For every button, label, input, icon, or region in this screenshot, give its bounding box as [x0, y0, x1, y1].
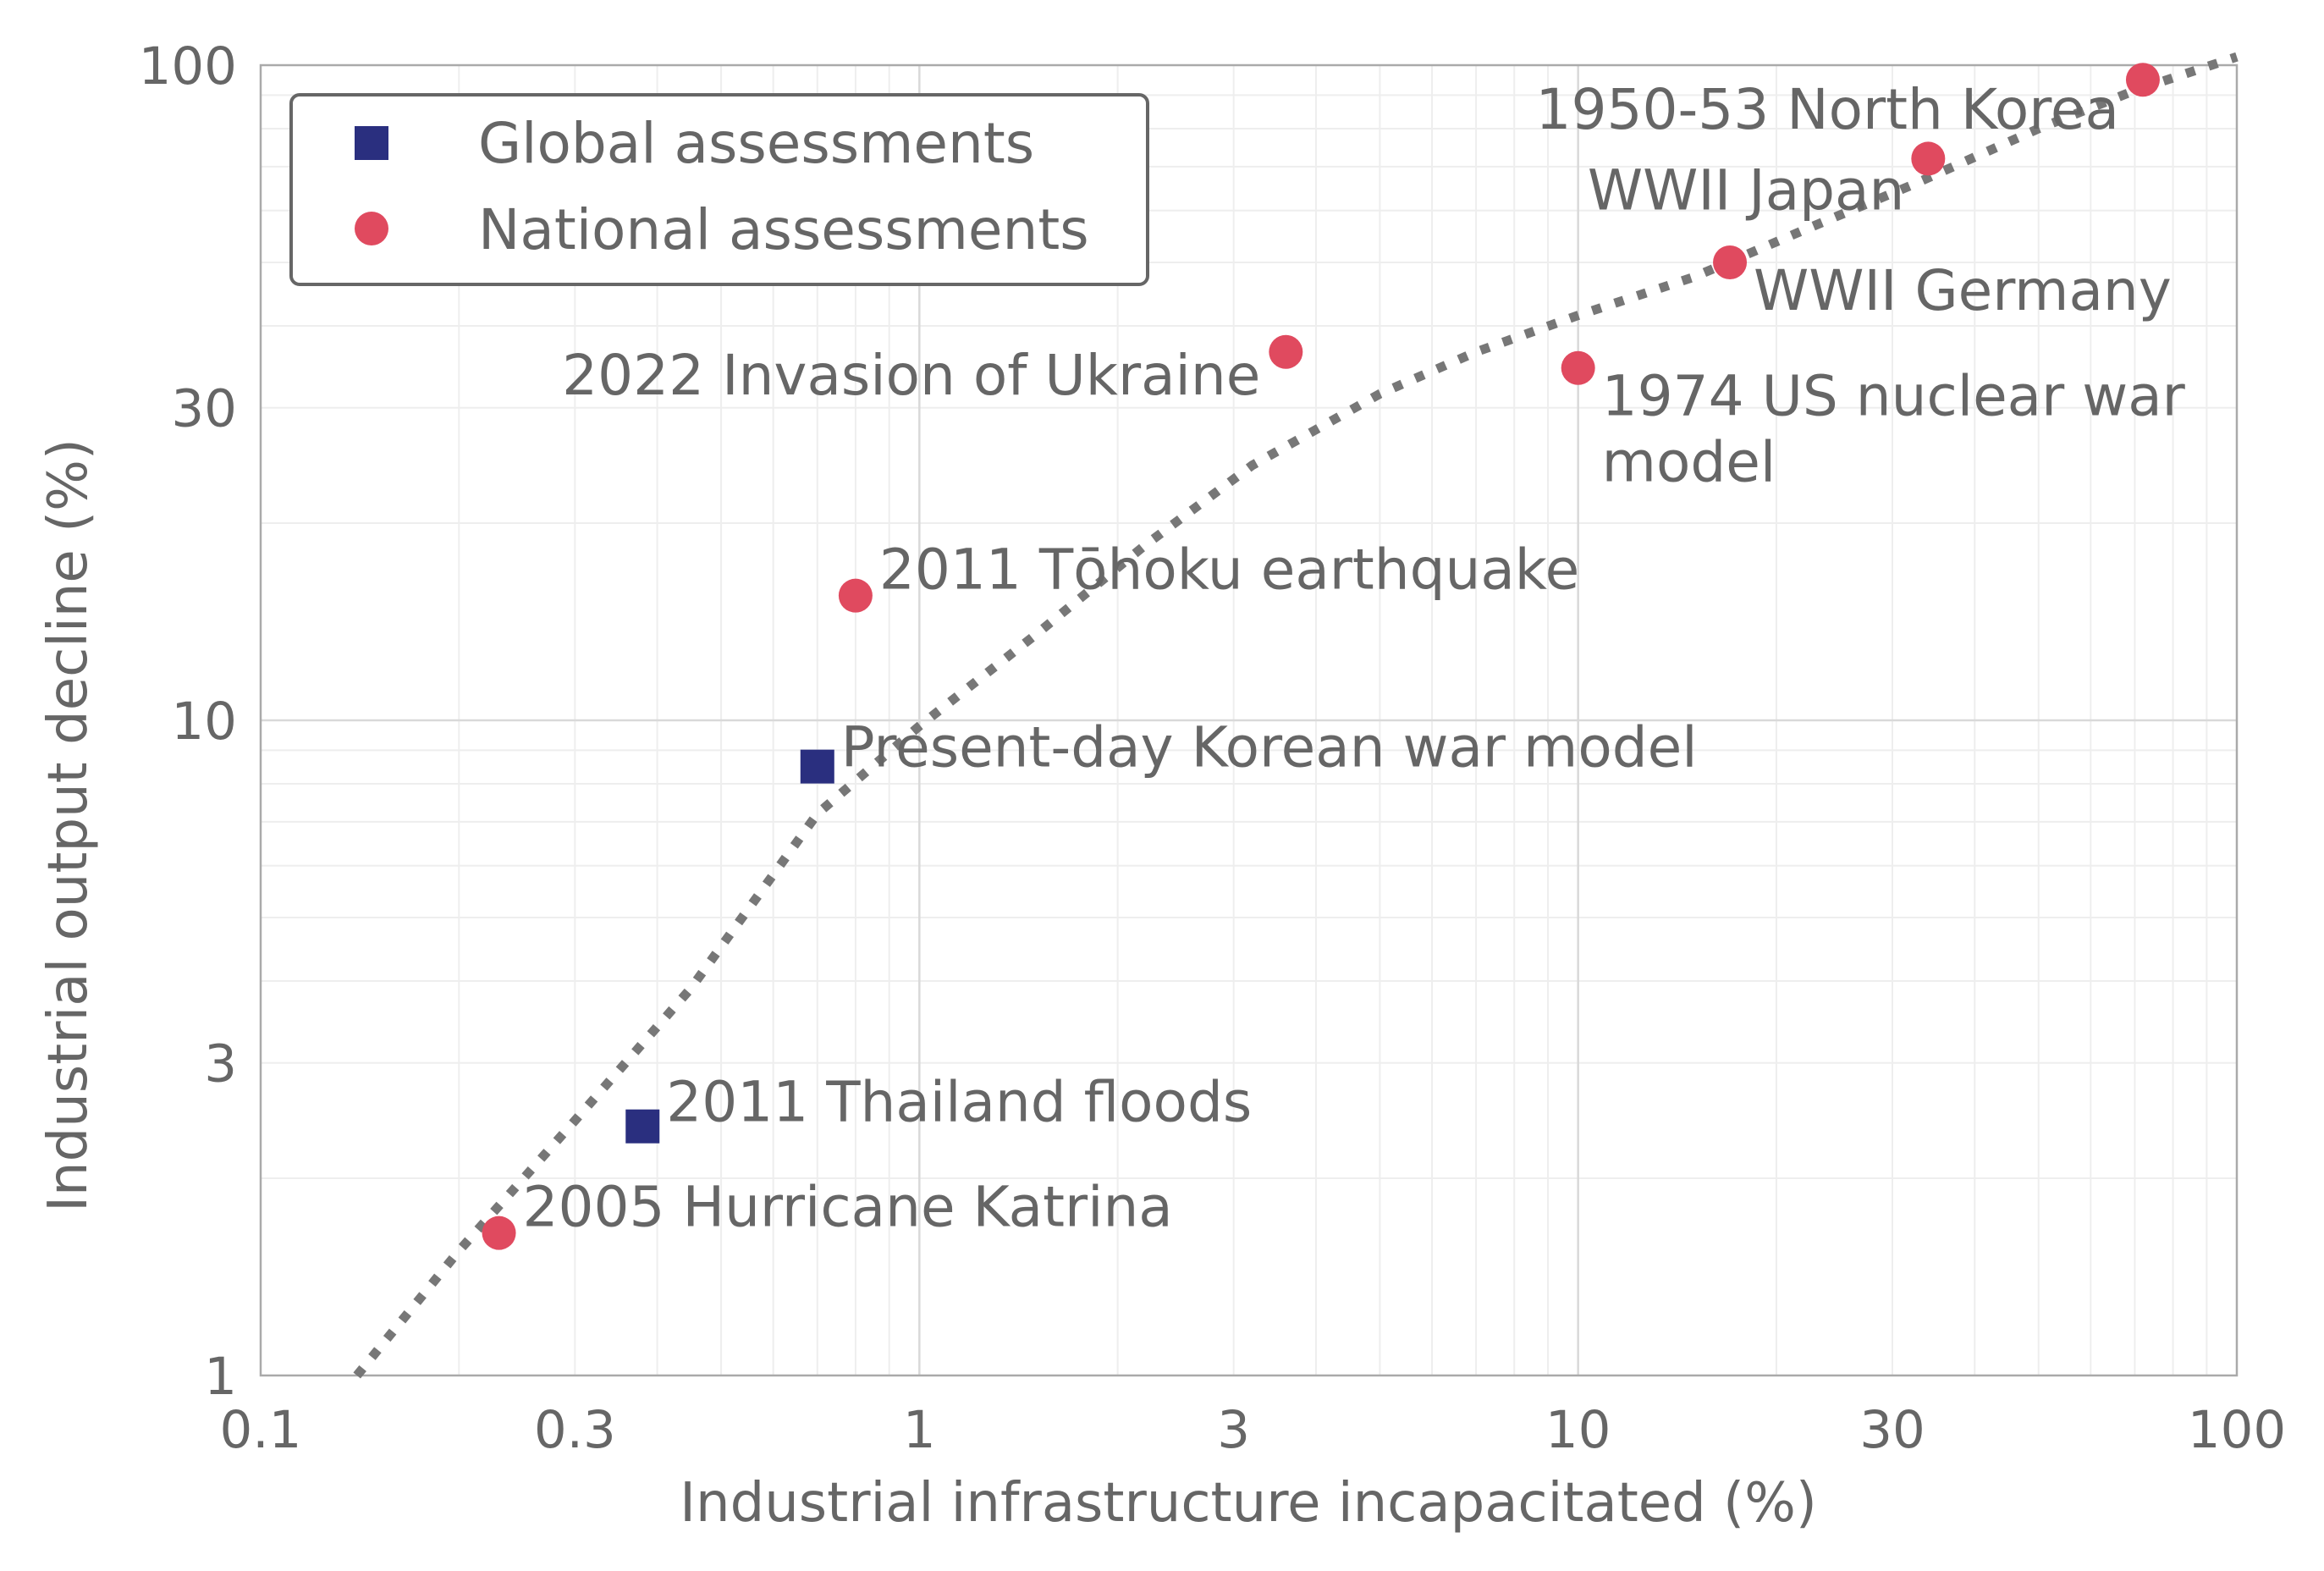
point-label: 2011 Tōhoku earthquake	[879, 537, 1579, 603]
data-point-circle	[838, 578, 873, 613]
y-tick-labels: 1 3 10 30 100	[139, 36, 237, 1407]
plot-frame	[259, 63, 2239, 1377]
x-tick-label: 3	[1217, 1400, 1250, 1460]
x-tick-label: 1	[903, 1400, 936, 1460]
data-point-square	[625, 1109, 660, 1144]
point-label: 1974 US nuclear war model	[1602, 364, 2186, 495]
y-axis-label: Industrial output decline (%)	[37, 438, 100, 1212]
x-tick-label: 0.1	[219, 1400, 301, 1460]
point-label: WWII Germany	[1754, 258, 2172, 323]
data-point-circle	[1561, 350, 1595, 385]
x-tick-label: 100	[2188, 1400, 2286, 1460]
point-label: 1950-53 North Korea	[1536, 77, 2119, 142]
y-tick-label: 3	[204, 1034, 237, 1094]
y-tick-label: 10	[171, 692, 237, 752]
data-point-circle	[1713, 245, 1748, 279]
data-points	[482, 63, 2160, 1250]
x-tick-labels: 0.1 0.3 1 3 10 30 100	[219, 1400, 2286, 1460]
trend-line-group	[353, 52, 2239, 1379]
legend-label-national: National assessments	[478, 197, 1089, 262]
point-label: Present-day Korean war model	[841, 715, 1698, 780]
data-point-circle	[1269, 334, 1303, 369]
legend-marker-global	[355, 126, 388, 160]
legend-marker-national	[355, 212, 388, 245]
y-tick-label: 100	[139, 36, 237, 96]
legend: Global assessments National assessments	[289, 93, 1149, 286]
trend-line	[353, 52, 2239, 1379]
x-axis-label: Industrial infrastructure incapacitated …	[680, 1472, 1817, 1535]
point-label: 2022 Invasion of Ukraine	[562, 343, 1260, 408]
point-labels: Present-day Korean war model 2011 Thailan…	[523, 77, 2186, 1239]
data-point-circle	[2125, 63, 2160, 97]
legend-label-global: Global assessments	[478, 111, 1034, 176]
data-point-square	[800, 749, 834, 784]
point-label: WWII Japan	[1588, 157, 1905, 223]
legend-box	[289, 93, 1149, 286]
point-label: 2005 Hurricane Katrina	[523, 1175, 1173, 1240]
x-tick-label: 10	[1545, 1400, 1611, 1460]
point-label: 2011 Thailand floods	[666, 1070, 1252, 1135]
data-point-circle	[482, 1215, 516, 1250]
x-tick-label: 30	[1859, 1400, 1925, 1460]
data-point-circle	[1911, 141, 1946, 176]
x-tick-label: 0.3	[534, 1400, 616, 1460]
y-tick-label: 1	[204, 1347, 237, 1407]
y-tick-label: 30	[171, 379, 237, 439]
